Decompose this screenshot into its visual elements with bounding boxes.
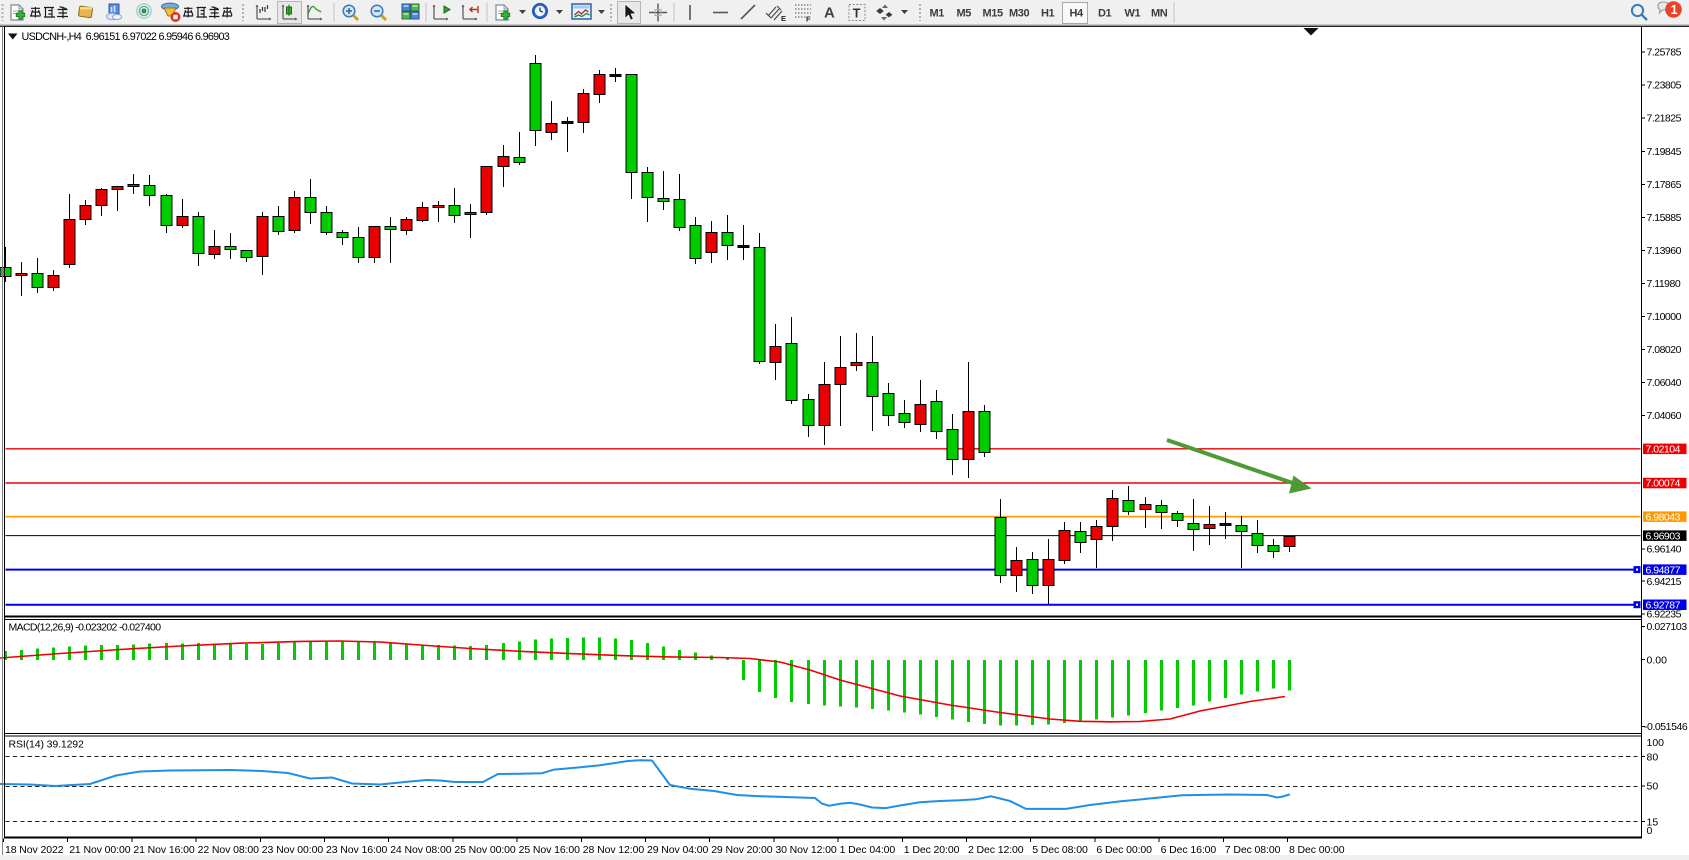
svg-text:30 Nov 12:00: 30 Nov 12:00 [775,844,837,856]
svg-text:6 Dec 16:00: 6 Dec 16:00 [1161,844,1217,856]
svg-text:MN: MN [1151,8,1168,20]
svg-text:7.11980: 7.11980 [1647,278,1681,290]
svg-text:21 Nov 00:00: 21 Nov 00:00 [69,844,131,856]
svg-text:0: 0 [1647,825,1653,837]
svg-text:18 Nov 2022: 18 Nov 2022 [5,844,64,856]
svg-text:RSI(14) 39.1292: RSI(14) 39.1292 [9,739,85,751]
svg-text:H4: H4 [1070,8,1085,20]
svg-text:M1: M1 [930,8,945,20]
svg-text:80: 80 [1647,751,1659,763]
svg-text:M5: M5 [957,8,972,20]
svg-text:25 Nov 00:00: 25 Nov 00:00 [454,844,516,856]
svg-text:W1: W1 [1125,8,1141,20]
svg-text:1 Dec 04:00: 1 Dec 04:00 [840,844,896,856]
svg-text:6.96140: 6.96140 [1647,544,1682,556]
svg-text:1 Dec 20:00: 1 Dec 20:00 [904,844,960,856]
svg-text:6.92235: 6.92235 [1647,609,1682,621]
svg-text:H1: H1 [1041,8,1055,20]
svg-text:7.23805: 7.23805 [1647,80,1682,92]
svg-text:7.00074: 7.00074 [1646,478,1681,490]
svg-text:28 Nov 12:00: 28 Nov 12:00 [583,844,645,856]
svg-text:0.00: 0.00 [1647,654,1668,666]
svg-text:25 Nov 16:00: 25 Nov 16:00 [519,844,581,856]
svg-text:A: A [824,5,835,22]
svg-text:F: F [806,15,811,24]
svg-text:6.98043: 6.98043 [1646,511,1681,523]
svg-text:6.94877: 6.94877 [1646,564,1681,576]
svg-text:23 Nov 16:00: 23 Nov 16:00 [326,844,388,856]
svg-text:M30: M30 [1009,8,1029,20]
svg-text:7.21825: 7.21825 [1647,113,1682,125]
svg-text:6.92787: 6.92787 [1646,599,1681,611]
svg-text:15: 15 [1647,816,1659,828]
svg-text:6 Dec 00:00: 6 Dec 00:00 [1096,844,1152,856]
svg-text:7.06040: 7.06040 [1647,377,1682,389]
svg-text:E: E [781,14,786,23]
svg-text:D1: D1 [1098,8,1112,20]
svg-text:2 Dec 12:00: 2 Dec 12:00 [968,844,1024,856]
svg-text:29 Nov 04:00: 29 Nov 04:00 [647,844,709,856]
svg-text:0.027103: 0.027103 [1647,621,1688,633]
svg-text:29 Nov 20:00: 29 Nov 20:00 [711,844,773,856]
svg-text:T: T [853,7,861,21]
svg-text:-0.051546: -0.051546 [1644,721,1688,733]
svg-text:7.19845: 7.19845 [1647,146,1682,158]
svg-text:7.25785: 7.25785 [1647,47,1682,59]
svg-text:MACD(12,26,9) -0.023202 -0.027: MACD(12,26,9) -0.023202 -0.027400 [9,622,162,634]
svg-text:7.13960: 7.13960 [1647,245,1682,257]
svg-text:1: 1 [1671,3,1678,17]
svg-text:6.94215: 6.94215 [1647,576,1682,588]
svg-text:7.15885: 7.15885 [1647,212,1682,224]
svg-text:USDCNH-,H4 6.96151 6.97022 6.: USDCNH-,H4 6.96151 6.97022 6.95946 6.969… [22,31,230,43]
svg-text:7.04060: 7.04060 [1647,410,1682,422]
svg-text:50: 50 [1647,781,1659,793]
svg-text:21 Nov 16:00: 21 Nov 16:00 [133,844,195,856]
svg-text:22 Nov 08:00: 22 Nov 08:00 [198,844,260,856]
svg-text:7.10000: 7.10000 [1647,311,1682,323]
svg-text:6.96903: 6.96903 [1646,530,1681,542]
svg-text:7.02104: 7.02104 [1646,444,1681,456]
svg-text:7.17865: 7.17865 [1647,179,1682,191]
svg-text:100: 100 [1647,737,1665,749]
svg-text:8 Dec 00:00: 8 Dec 00:00 [1289,844,1345,856]
svg-text:5 Dec 08:00: 5 Dec 08:00 [1032,844,1088,856]
svg-text:M15: M15 [983,8,1003,20]
svg-text:7.08020: 7.08020 [1647,344,1682,356]
svg-text:24 Nov 08:00: 24 Nov 08:00 [390,844,452,856]
svg-text:7 Dec 08:00: 7 Dec 08:00 [1225,844,1281,856]
svg-text:23 Nov 00:00: 23 Nov 00:00 [262,844,324,856]
